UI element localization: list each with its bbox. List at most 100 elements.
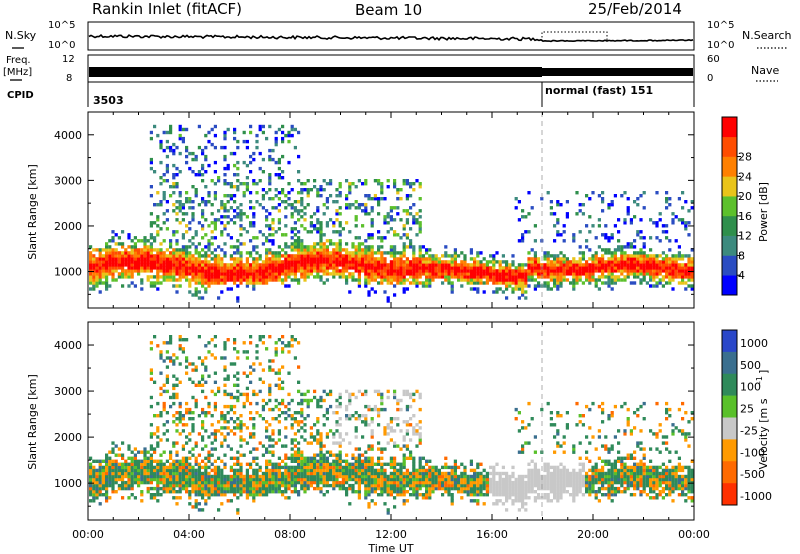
power-cell bbox=[361, 260, 365, 264]
velocity-cell bbox=[217, 471, 221, 476]
power-cell bbox=[293, 242, 297, 246]
power-cell bbox=[585, 239, 589, 243]
power-cell bbox=[687, 266, 691, 270]
velocity-cell bbox=[95, 480, 99, 485]
power-cell bbox=[105, 272, 109, 276]
power-cell bbox=[191, 157, 195, 162]
power-cell bbox=[367, 278, 371, 282]
power-cell bbox=[316, 248, 320, 252]
velocity-cell bbox=[357, 474, 361, 479]
power-cell bbox=[418, 260, 422, 264]
velocity-cell bbox=[405, 429, 409, 433]
velocity-cell bbox=[245, 468, 249, 473]
power-cell bbox=[277, 254, 281, 258]
velocity-cell bbox=[133, 480, 137, 485]
power-cell bbox=[402, 209, 406, 213]
velocity-cell bbox=[412, 486, 416, 491]
velocity-cell bbox=[444, 490, 448, 494]
power-cell bbox=[338, 251, 342, 255]
power-cell bbox=[284, 275, 288, 279]
velocity-cell bbox=[338, 468, 342, 473]
power-cell bbox=[175, 266, 179, 270]
velocity-cell bbox=[373, 471, 377, 476]
velocity-cell bbox=[114, 490, 118, 494]
velocity-cell bbox=[463, 486, 467, 491]
velocity-cell bbox=[341, 438, 345, 442]
velocity-cell bbox=[421, 496, 425, 500]
power-cell bbox=[290, 245, 294, 249]
power-cell bbox=[265, 209, 269, 213]
power-cell bbox=[546, 257, 550, 261]
velocity-cell bbox=[297, 401, 301, 406]
power-cell bbox=[386, 269, 390, 273]
power-cell bbox=[607, 269, 611, 273]
velocity-cell bbox=[181, 417, 185, 421]
power-cell bbox=[687, 209, 691, 213]
velocity-cell bbox=[316, 459, 320, 463]
velocity-cell bbox=[149, 432, 153, 436]
power-cell bbox=[469, 269, 473, 273]
velocity-cell bbox=[444, 477, 448, 482]
power-cell bbox=[268, 154, 272, 159]
power-cell bbox=[105, 287, 109, 291]
velocity-cell bbox=[453, 483, 457, 488]
power-cell bbox=[402, 260, 406, 264]
power-cell bbox=[153, 124, 157, 129]
velocity-cell bbox=[421, 483, 425, 488]
power-cell bbox=[297, 236, 301, 240]
velocity-cell bbox=[92, 490, 96, 494]
velocity-cell bbox=[242, 486, 246, 491]
velocity-cell bbox=[149, 474, 153, 479]
power-cell bbox=[172, 251, 176, 255]
velocity-cell bbox=[121, 441, 125, 445]
power-cell bbox=[351, 260, 355, 264]
velocity-cell bbox=[178, 477, 182, 482]
power-cell bbox=[297, 239, 301, 243]
velocity-cell bbox=[348, 474, 352, 479]
power-cell bbox=[421, 263, 425, 267]
power-cell bbox=[188, 269, 192, 273]
power-cell bbox=[130, 245, 134, 249]
power-cell bbox=[242, 266, 246, 270]
velocity-cell bbox=[242, 453, 246, 457]
power-cell bbox=[389, 254, 393, 258]
power-cell bbox=[239, 254, 243, 258]
power-cell bbox=[527, 272, 531, 276]
velocity-cell bbox=[217, 429, 221, 433]
power-cell bbox=[297, 245, 301, 249]
power-cell bbox=[367, 245, 371, 249]
power-cell bbox=[169, 260, 173, 264]
power-cell bbox=[162, 254, 166, 258]
velocity-cell bbox=[268, 386, 272, 391]
power-cell bbox=[649, 257, 653, 261]
velocity-cell bbox=[153, 380, 157, 384]
power-cell bbox=[181, 260, 185, 264]
power-cell bbox=[281, 263, 285, 267]
power-cell bbox=[233, 257, 237, 261]
power-cell bbox=[524, 263, 528, 267]
velocity-cell bbox=[300, 435, 304, 439]
power-cell bbox=[239, 242, 243, 246]
power-cell bbox=[92, 269, 96, 273]
power-cell bbox=[188, 290, 192, 294]
velocity-cell bbox=[207, 483, 211, 488]
power-cell bbox=[559, 269, 563, 273]
power-cell bbox=[476, 272, 480, 276]
velocity-cell bbox=[300, 486, 304, 491]
power-cell bbox=[194, 191, 198, 195]
power-cell bbox=[341, 260, 345, 264]
power-cell bbox=[322, 203, 326, 207]
power-cell bbox=[357, 257, 361, 261]
power-cell bbox=[217, 257, 221, 261]
power-cell bbox=[297, 212, 301, 216]
velocity-cell bbox=[370, 444, 374, 448]
power-cell bbox=[399, 251, 403, 255]
power-cell bbox=[281, 260, 285, 264]
power-cell bbox=[319, 278, 323, 282]
power-cell bbox=[642, 251, 646, 255]
power-cell bbox=[636, 233, 640, 237]
power-cell bbox=[140, 251, 144, 255]
power-cell bbox=[553, 260, 557, 264]
power-cell bbox=[415, 272, 419, 276]
velocity-cell bbox=[127, 496, 131, 500]
